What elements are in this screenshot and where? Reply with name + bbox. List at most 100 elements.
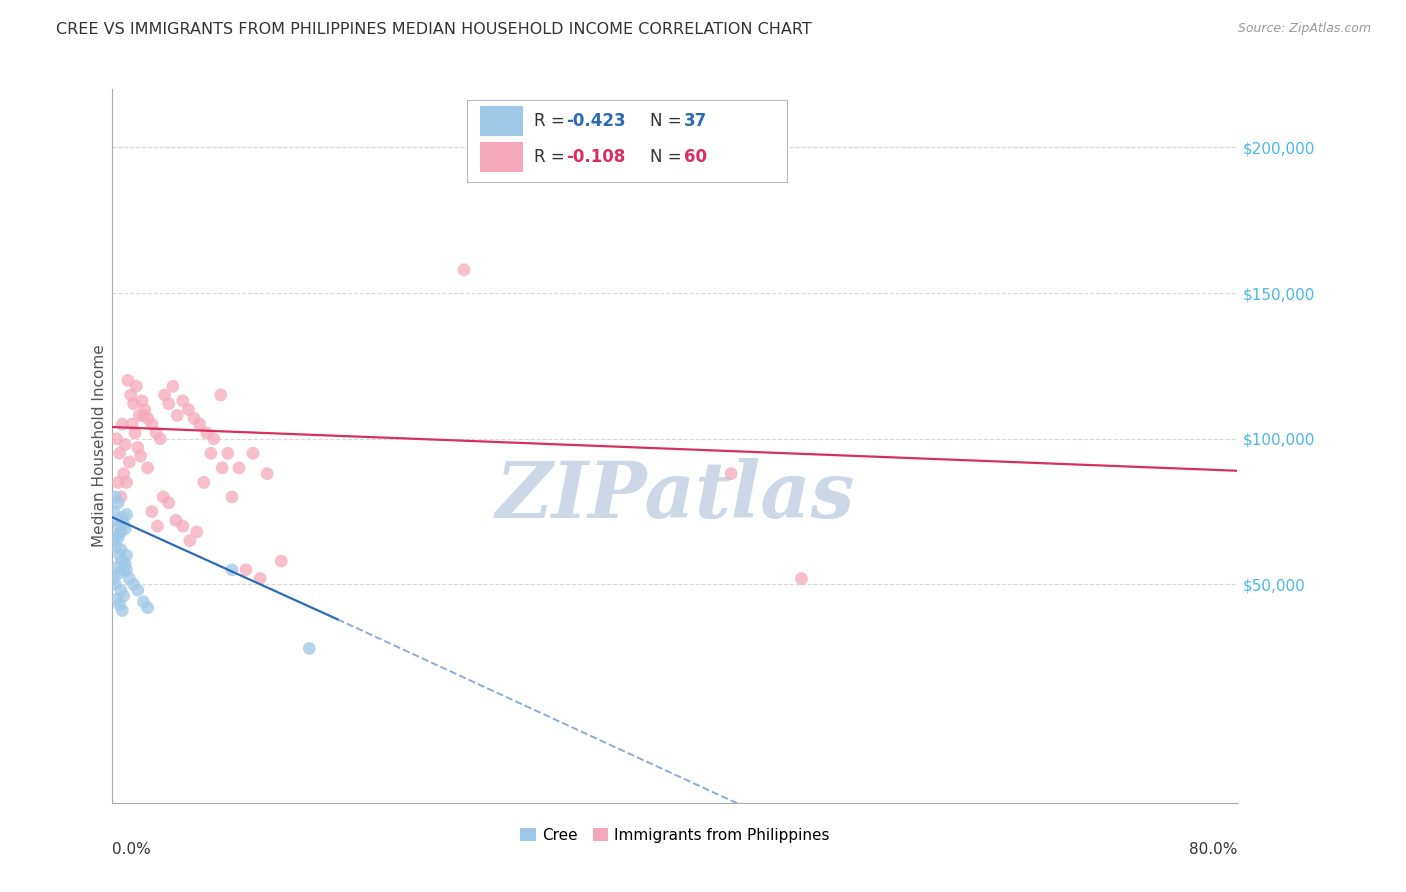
Point — [177, 402, 200, 417]
Point — [107, 475, 129, 490]
Point — [131, 393, 153, 408]
Point — [117, 374, 139, 388]
Point — [107, 531, 129, 545]
FancyBboxPatch shape — [467, 100, 787, 182]
Point — [235, 563, 257, 577]
Point — [125, 379, 148, 393]
Point — [188, 417, 211, 432]
Point — [108, 598, 131, 612]
Point — [118, 455, 141, 469]
Point — [114, 522, 136, 536]
Point — [110, 583, 132, 598]
Point — [115, 548, 138, 562]
Point — [127, 441, 149, 455]
Point — [115, 563, 138, 577]
Text: R =: R = — [534, 112, 571, 130]
Point — [270, 554, 292, 568]
Point — [111, 603, 134, 617]
Point — [122, 577, 145, 591]
Point — [122, 397, 145, 411]
Point — [124, 425, 146, 440]
Point — [242, 446, 264, 460]
Point — [146, 519, 169, 533]
Point — [118, 572, 141, 586]
Point — [105, 432, 128, 446]
Point — [112, 563, 135, 577]
Text: 80.0%: 80.0% — [1189, 842, 1237, 857]
Point — [108, 566, 131, 580]
Text: N =: N = — [650, 112, 688, 130]
Point — [103, 533, 125, 548]
Point — [453, 262, 475, 277]
Point — [115, 508, 138, 522]
Point — [132, 595, 155, 609]
Point — [111, 417, 134, 432]
Point — [112, 516, 135, 531]
Point — [105, 591, 128, 606]
Point — [195, 425, 218, 440]
Point — [221, 563, 243, 577]
Point — [136, 600, 159, 615]
Point — [157, 397, 180, 411]
Point — [111, 510, 134, 524]
Point — [790, 572, 813, 586]
Point — [172, 519, 194, 533]
Point — [172, 393, 194, 408]
Legend: Cree, Immigrants from Philippines: Cree, Immigrants from Philippines — [515, 822, 835, 848]
Point — [166, 409, 188, 423]
Point — [104, 540, 127, 554]
Point — [141, 417, 163, 432]
Text: -0.108: -0.108 — [565, 148, 626, 166]
Text: N =: N = — [650, 148, 688, 166]
Point — [128, 409, 150, 423]
Point — [209, 388, 232, 402]
Point — [256, 467, 278, 481]
Point — [141, 504, 163, 518]
Point — [110, 490, 132, 504]
Text: 37: 37 — [683, 112, 707, 130]
Point — [228, 460, 250, 475]
Point — [121, 417, 143, 432]
Point — [193, 475, 215, 490]
Point — [129, 449, 152, 463]
Point — [105, 528, 128, 542]
Point — [134, 402, 156, 417]
Point — [111, 554, 134, 568]
Point — [217, 446, 239, 460]
Text: ZIPatlas: ZIPatlas — [495, 458, 855, 534]
Text: -0.423: -0.423 — [565, 112, 626, 130]
Point — [108, 519, 131, 533]
Point — [152, 490, 174, 504]
Point — [103, 572, 125, 586]
Point — [165, 513, 187, 527]
Point — [162, 379, 184, 393]
Point — [200, 446, 222, 460]
Point — [153, 388, 176, 402]
Point — [108, 548, 131, 562]
Point — [211, 460, 233, 475]
Point — [107, 496, 129, 510]
Point — [149, 432, 172, 446]
Text: 0.0%: 0.0% — [112, 842, 152, 857]
Point — [298, 641, 321, 656]
Text: Source: ZipAtlas.com: Source: ZipAtlas.com — [1237, 22, 1371, 36]
Bar — [481, 106, 523, 136]
Point — [127, 583, 149, 598]
Point — [103, 504, 125, 518]
Point — [136, 411, 159, 425]
Point — [202, 432, 225, 446]
Point — [114, 557, 136, 571]
Point — [186, 524, 208, 539]
Point — [221, 490, 243, 504]
Point — [105, 560, 128, 574]
Text: 60: 60 — [683, 148, 707, 166]
Point — [179, 533, 201, 548]
Point — [110, 542, 132, 557]
Y-axis label: Median Household Income: Median Household Income — [91, 344, 107, 548]
Point — [104, 490, 127, 504]
Point — [720, 467, 742, 481]
Point — [145, 425, 167, 440]
Point — [183, 411, 205, 425]
Point — [120, 388, 142, 402]
Point — [249, 572, 271, 586]
